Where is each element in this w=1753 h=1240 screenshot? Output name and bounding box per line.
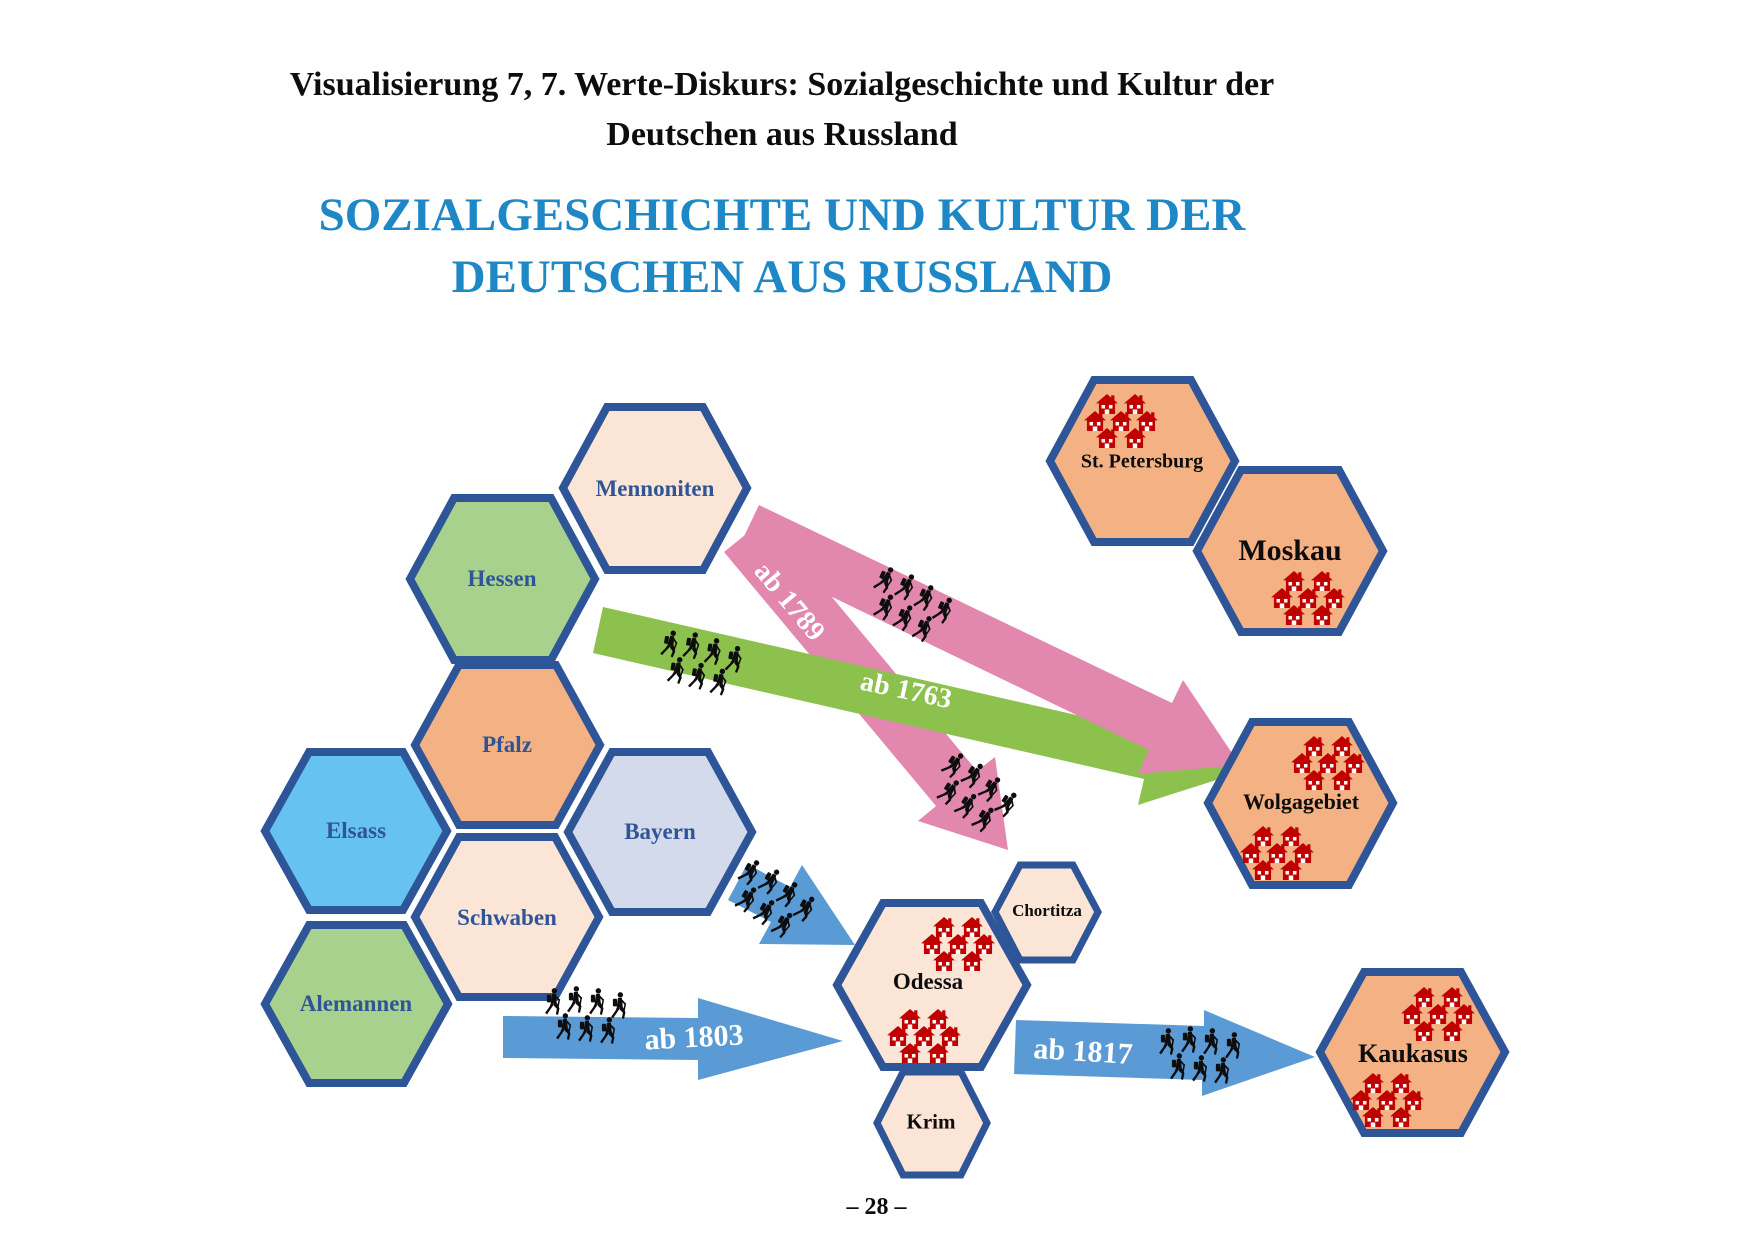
hexagon-pfalz <box>410 661 605 829</box>
arrow-ab1763-to-wolgagebiet <box>593 607 1232 805</box>
region-label-krim: Krim <box>906 1109 956 1134</box>
hexagon-hessen <box>405 494 600 664</box>
hexagon-elsass <box>260 748 452 914</box>
hexagon-mennoniten <box>558 403 752 574</box>
hexagon-krim <box>873 1068 991 1179</box>
arrow-bayern-to-odessa <box>728 864 855 945</box>
diagram-title-line2: DEUTSCHEN AUS RUSSLAND <box>451 251 1113 303</box>
migration-label-ab-1803: ab 1803 <box>643 1018 745 1057</box>
walker-icon <box>589 988 605 1015</box>
arrow-ab1817-to-kaukasus <box>1014 1010 1315 1096</box>
arrow-mennoniten-to-wolgagebiet <box>737 505 1240 774</box>
region-label-hessen: Hessen <box>467 566 537 591</box>
region-label-odessa: Odessa <box>892 969 964 994</box>
page-number: – 28 – <box>846 1194 907 1220</box>
hexagon-schwaben <box>410 833 604 1001</box>
region-label-pfalz: Pfalz <box>482 732 532 757</box>
migration-label-ab-1817: ab 1817 <box>1032 1032 1134 1071</box>
region-label-moskau: Moskau <box>1238 534 1342 567</box>
diagram-title-line1: SOZIALGESCHICHTE UND KULTUR DER <box>318 189 1246 241</box>
walker-icon <box>611 992 627 1019</box>
walker-icon <box>567 986 583 1013</box>
region-label-bayern: Bayern <box>624 819 696 844</box>
page-title-line1: Visualisierung 7, 7. Werte-Diskurs: Sozi… <box>289 66 1275 103</box>
region-label-kaukasus: Kaukasus <box>1358 1039 1468 1068</box>
hexagon-bayern <box>563 748 757 916</box>
region-hexagons <box>260 376 1510 1179</box>
hexagon-chortitza <box>991 861 1102 964</box>
region-label-schwaben: Schwaben <box>457 905 557 930</box>
diagram-title: SOZIALGESCHICHTE UND KULTUR DER DEUTSCHE… <box>0 184 1564 308</box>
region-label-chortitza: Chortitza <box>1012 901 1082 920</box>
region-label-elsass: Elsass <box>325 818 387 843</box>
page-title: Visualisierung 7, 7. Werte-Diskurs: Sozi… <box>0 60 1564 160</box>
region-label-st-petersburg: St. Petersburg <box>1080 450 1204 473</box>
hexagon-alemannen <box>260 921 453 1087</box>
region-label-mennoniten: Mennoniten <box>595 476 715 501</box>
region-label-wolgagebiet: Wolgagebiet <box>1242 789 1360 814</box>
page-title-line2: Deutschen aus Russland <box>606 116 958 153</box>
region-label-alemannen: Alemannen <box>299 991 413 1016</box>
